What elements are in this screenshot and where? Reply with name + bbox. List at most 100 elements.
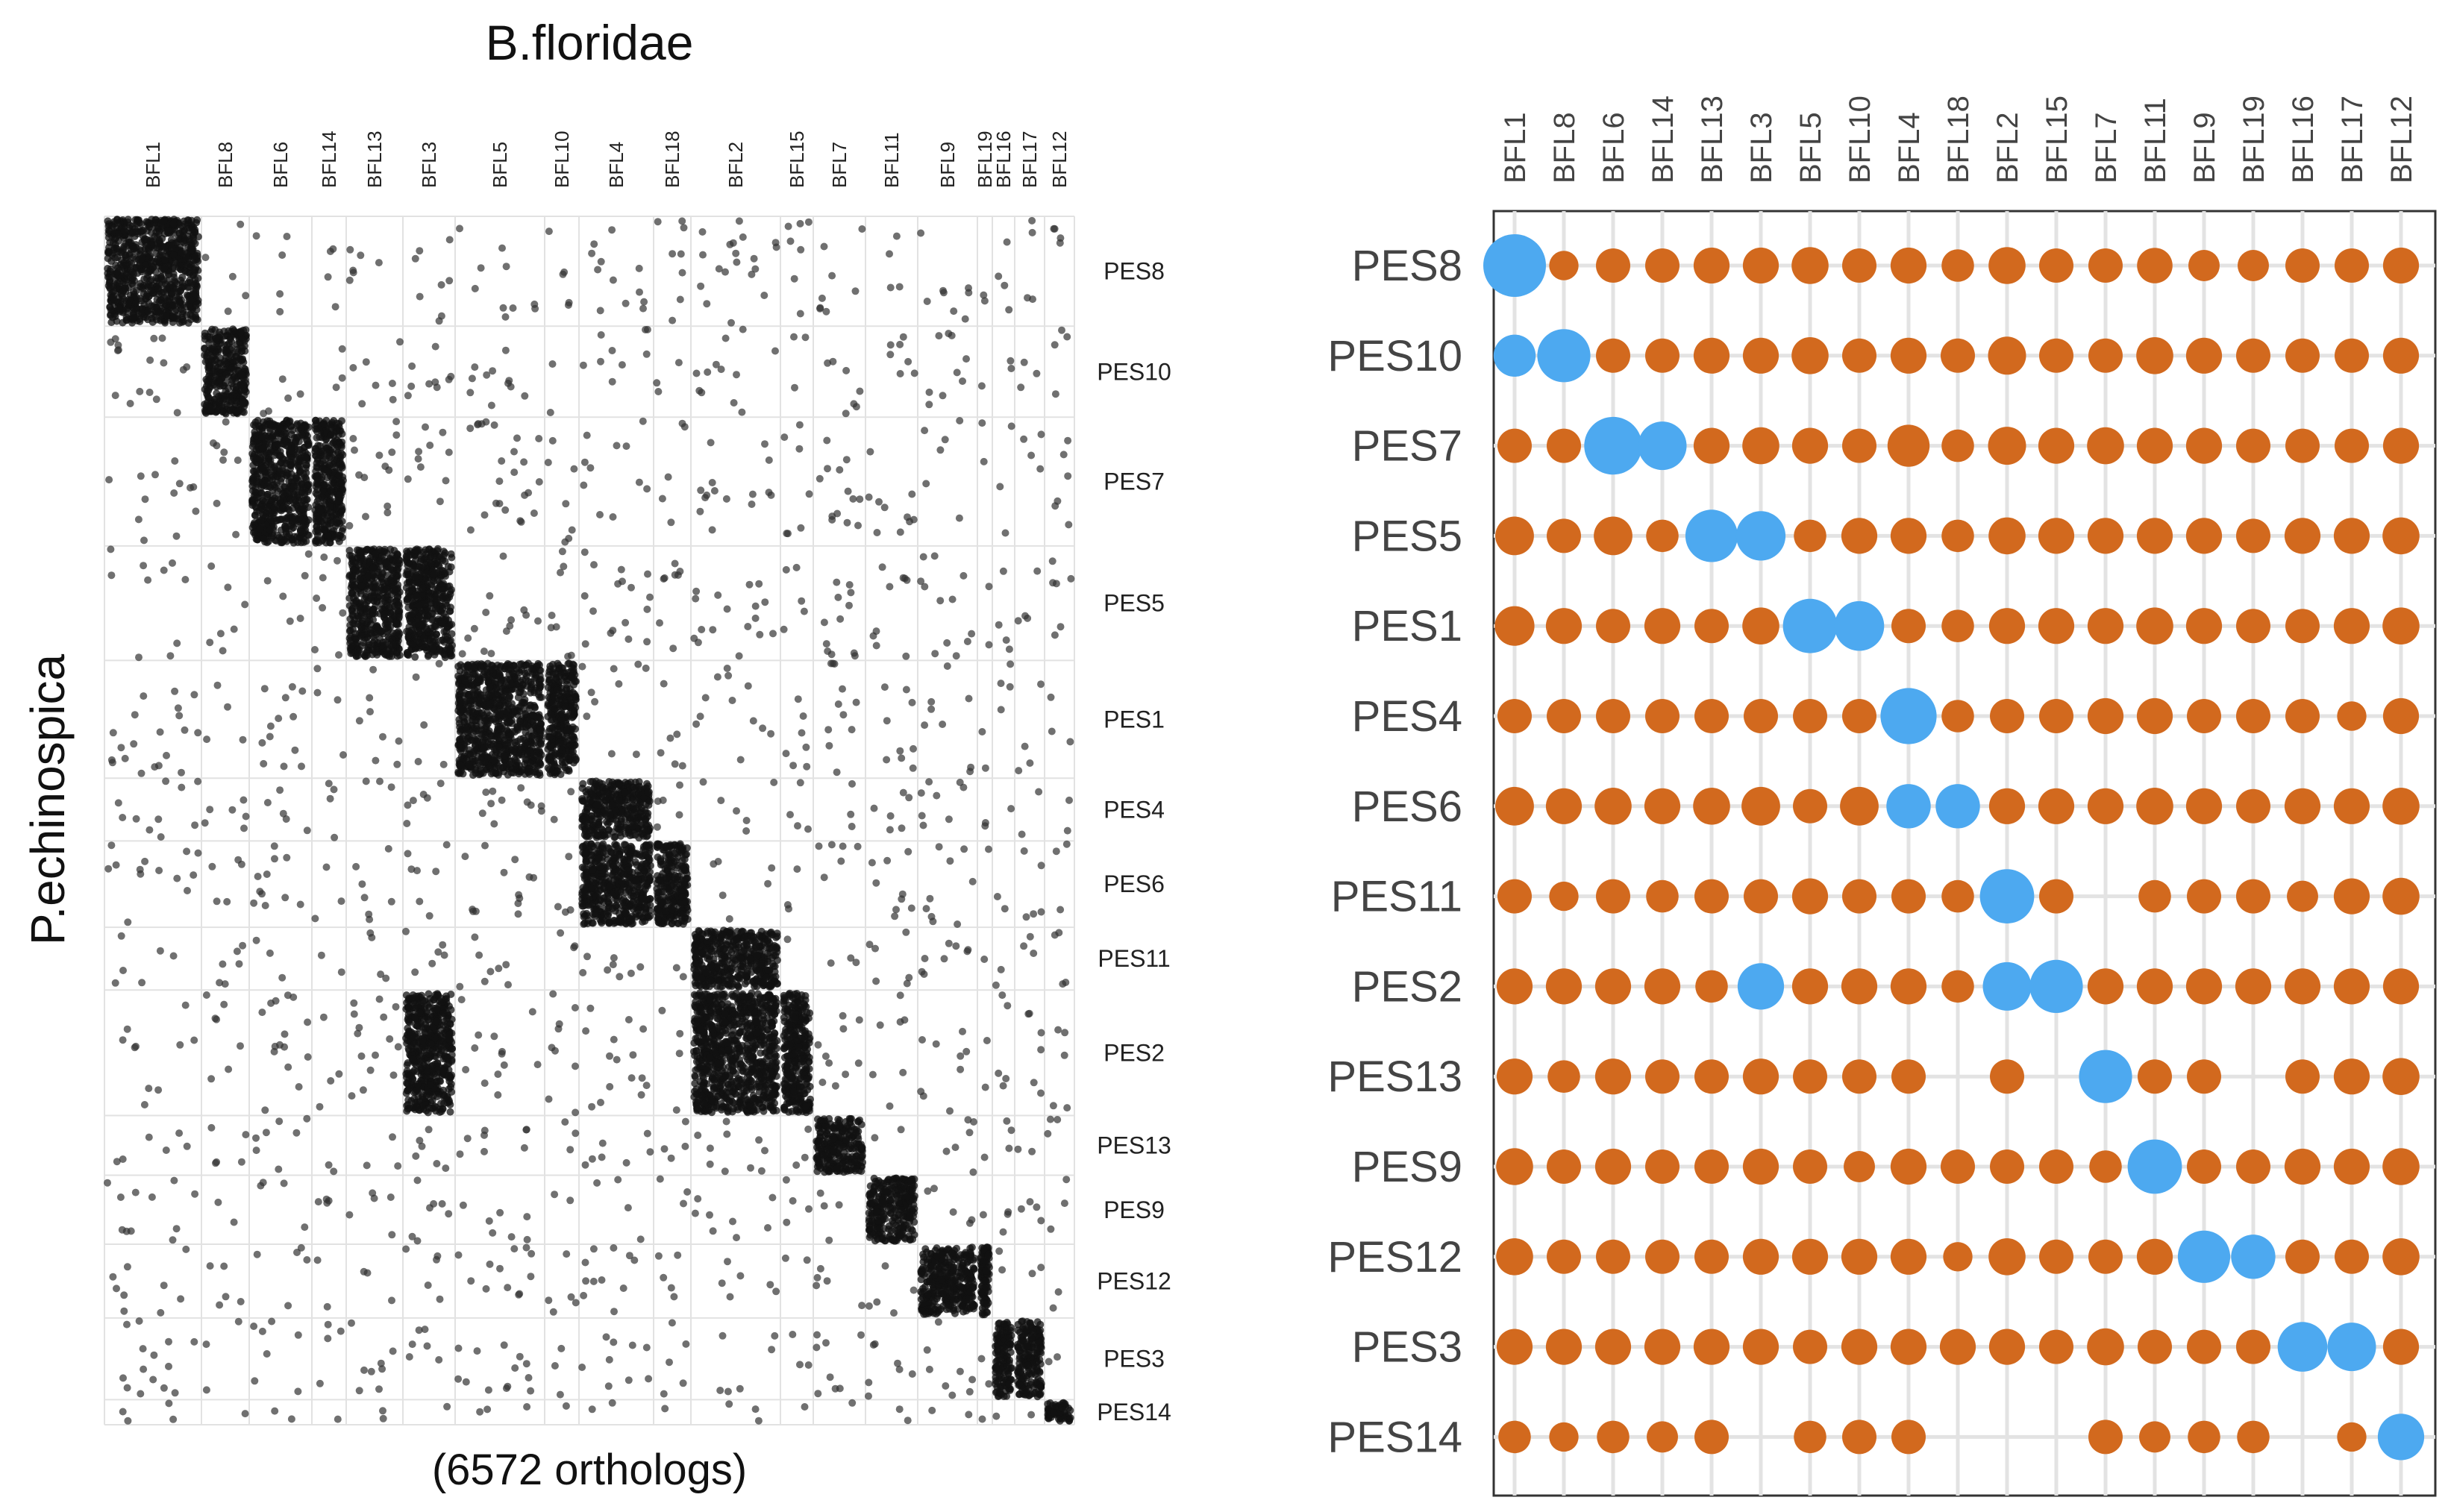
sparse-cell-PES10-BFL9 (925, 330, 970, 409)
ortholog-point (146, 356, 154, 364)
ortholog-point (699, 251, 707, 259)
ortholog-point (380, 548, 387, 556)
ortholog-point (646, 593, 654, 601)
ortholog-point (204, 392, 212, 400)
ortholog-point (148, 229, 156, 237)
ortholog-point (224, 384, 232, 392)
ortholog-point (411, 574, 419, 581)
ortholog-point (107, 571, 116, 580)
ortholog-point (1050, 225, 1058, 233)
ortholog-point (137, 472, 145, 480)
ortholog-point (157, 242, 165, 251)
ortholog-point (136, 387, 144, 395)
ortholog-point (154, 285, 163, 293)
ortholog-point (362, 624, 370, 633)
ortholog-point (798, 597, 806, 605)
ortholog-point (653, 379, 661, 387)
ortholog-point (535, 478, 543, 486)
ortholog-point (411, 546, 419, 554)
ortholog-point (338, 374, 346, 382)
ortholog-point (160, 217, 168, 225)
left-scatter-panel: BFL1 BFL8 BFL6 BFL14 BFL13 BFL3 BFL5 BFL10 BFL4 B… (21, 15, 1171, 1494)
ortholog-point (1056, 623, 1065, 631)
ortholog-point (463, 668, 472, 676)
sparse-cell-PES8-BFL3 (411, 236, 454, 325)
ortholog-point (201, 345, 209, 353)
ortholog-point (164, 226, 172, 234)
sparse-cell-PES5-BFL1 (107, 545, 190, 662)
ortholog-point (192, 279, 200, 287)
ortholog-point (1037, 430, 1045, 439)
ortholog-point (735, 652, 743, 660)
sparse-cell-PES7-BFL18 (658, 419, 689, 527)
ortholog-point (580, 592, 589, 600)
ortholog-point (404, 571, 412, 579)
ortholog-point (482, 418, 490, 426)
ortholog-point (596, 511, 604, 518)
ortholog-point (784, 222, 792, 230)
ortholog-point (961, 315, 969, 323)
ortholog-point (219, 456, 227, 464)
ortholog-point (1007, 365, 1015, 372)
ortholog-point (222, 370, 231, 378)
ortholog-point (165, 298, 173, 305)
ortholog-point (311, 445, 319, 453)
ortholog-point (334, 519, 341, 527)
ortholog-point (328, 480, 336, 488)
ortholog-point (722, 495, 730, 503)
ortholog-point (228, 272, 237, 280)
ortholog-point (357, 607, 364, 615)
ortholog-point (978, 419, 986, 427)
ortholog-point (537, 740, 545, 748)
ortholog-point (153, 308, 161, 316)
ortholog-point (801, 333, 810, 342)
ortholog-point (392, 431, 401, 439)
ortholog-point (509, 727, 517, 735)
ortholog-point (222, 418, 230, 426)
ortholog-point (178, 273, 187, 281)
ortholog-point (487, 401, 495, 410)
ortholog-point (276, 424, 284, 432)
ortholog-point (521, 392, 529, 400)
ortholog-point (224, 583, 232, 592)
ortholog-point (495, 670, 504, 678)
ortholog-point (510, 448, 518, 456)
ortholog-point (1017, 383, 1025, 392)
ortholog-point (886, 341, 895, 349)
ortholog-point (439, 428, 447, 436)
ortholog-point (730, 399, 738, 407)
ortholog-point (586, 464, 595, 472)
ortholog-point (144, 316, 152, 324)
ortholog-point (782, 565, 790, 574)
ortholog-point (678, 269, 686, 277)
ortholog-point (1005, 306, 1013, 314)
ortholog-point (334, 696, 342, 704)
ortholog-point (421, 600, 429, 608)
ortholog-point (829, 357, 837, 366)
ortholog-point (188, 246, 196, 254)
ortholog-point (366, 694, 374, 702)
sparse-cell-PES5-BFL2 (690, 580, 777, 660)
ortholog-point (382, 593, 390, 601)
ortholog-point (161, 256, 169, 264)
ortholog-point (422, 423, 429, 431)
ortholog-point (325, 460, 333, 468)
ortholog-point (420, 721, 428, 729)
ortholog-point (412, 673, 420, 681)
ortholog-point (289, 712, 298, 721)
ortholog-point (656, 619, 663, 627)
ortholog-point (190, 691, 198, 699)
ortholog-point (536, 680, 544, 688)
ortholog-point (404, 475, 412, 483)
ortholog-point (624, 635, 633, 643)
ortholog-point (338, 345, 346, 353)
ortholog-point (174, 704, 182, 712)
ortholog-point (404, 595, 412, 603)
ortholog-point (113, 268, 122, 276)
ortholog-point (404, 627, 413, 636)
ortholog-point (320, 420, 328, 428)
ortholog-point (499, 304, 507, 312)
ortholog-point (491, 677, 499, 686)
ortholog-point (896, 370, 904, 377)
ortholog-point (163, 285, 171, 293)
